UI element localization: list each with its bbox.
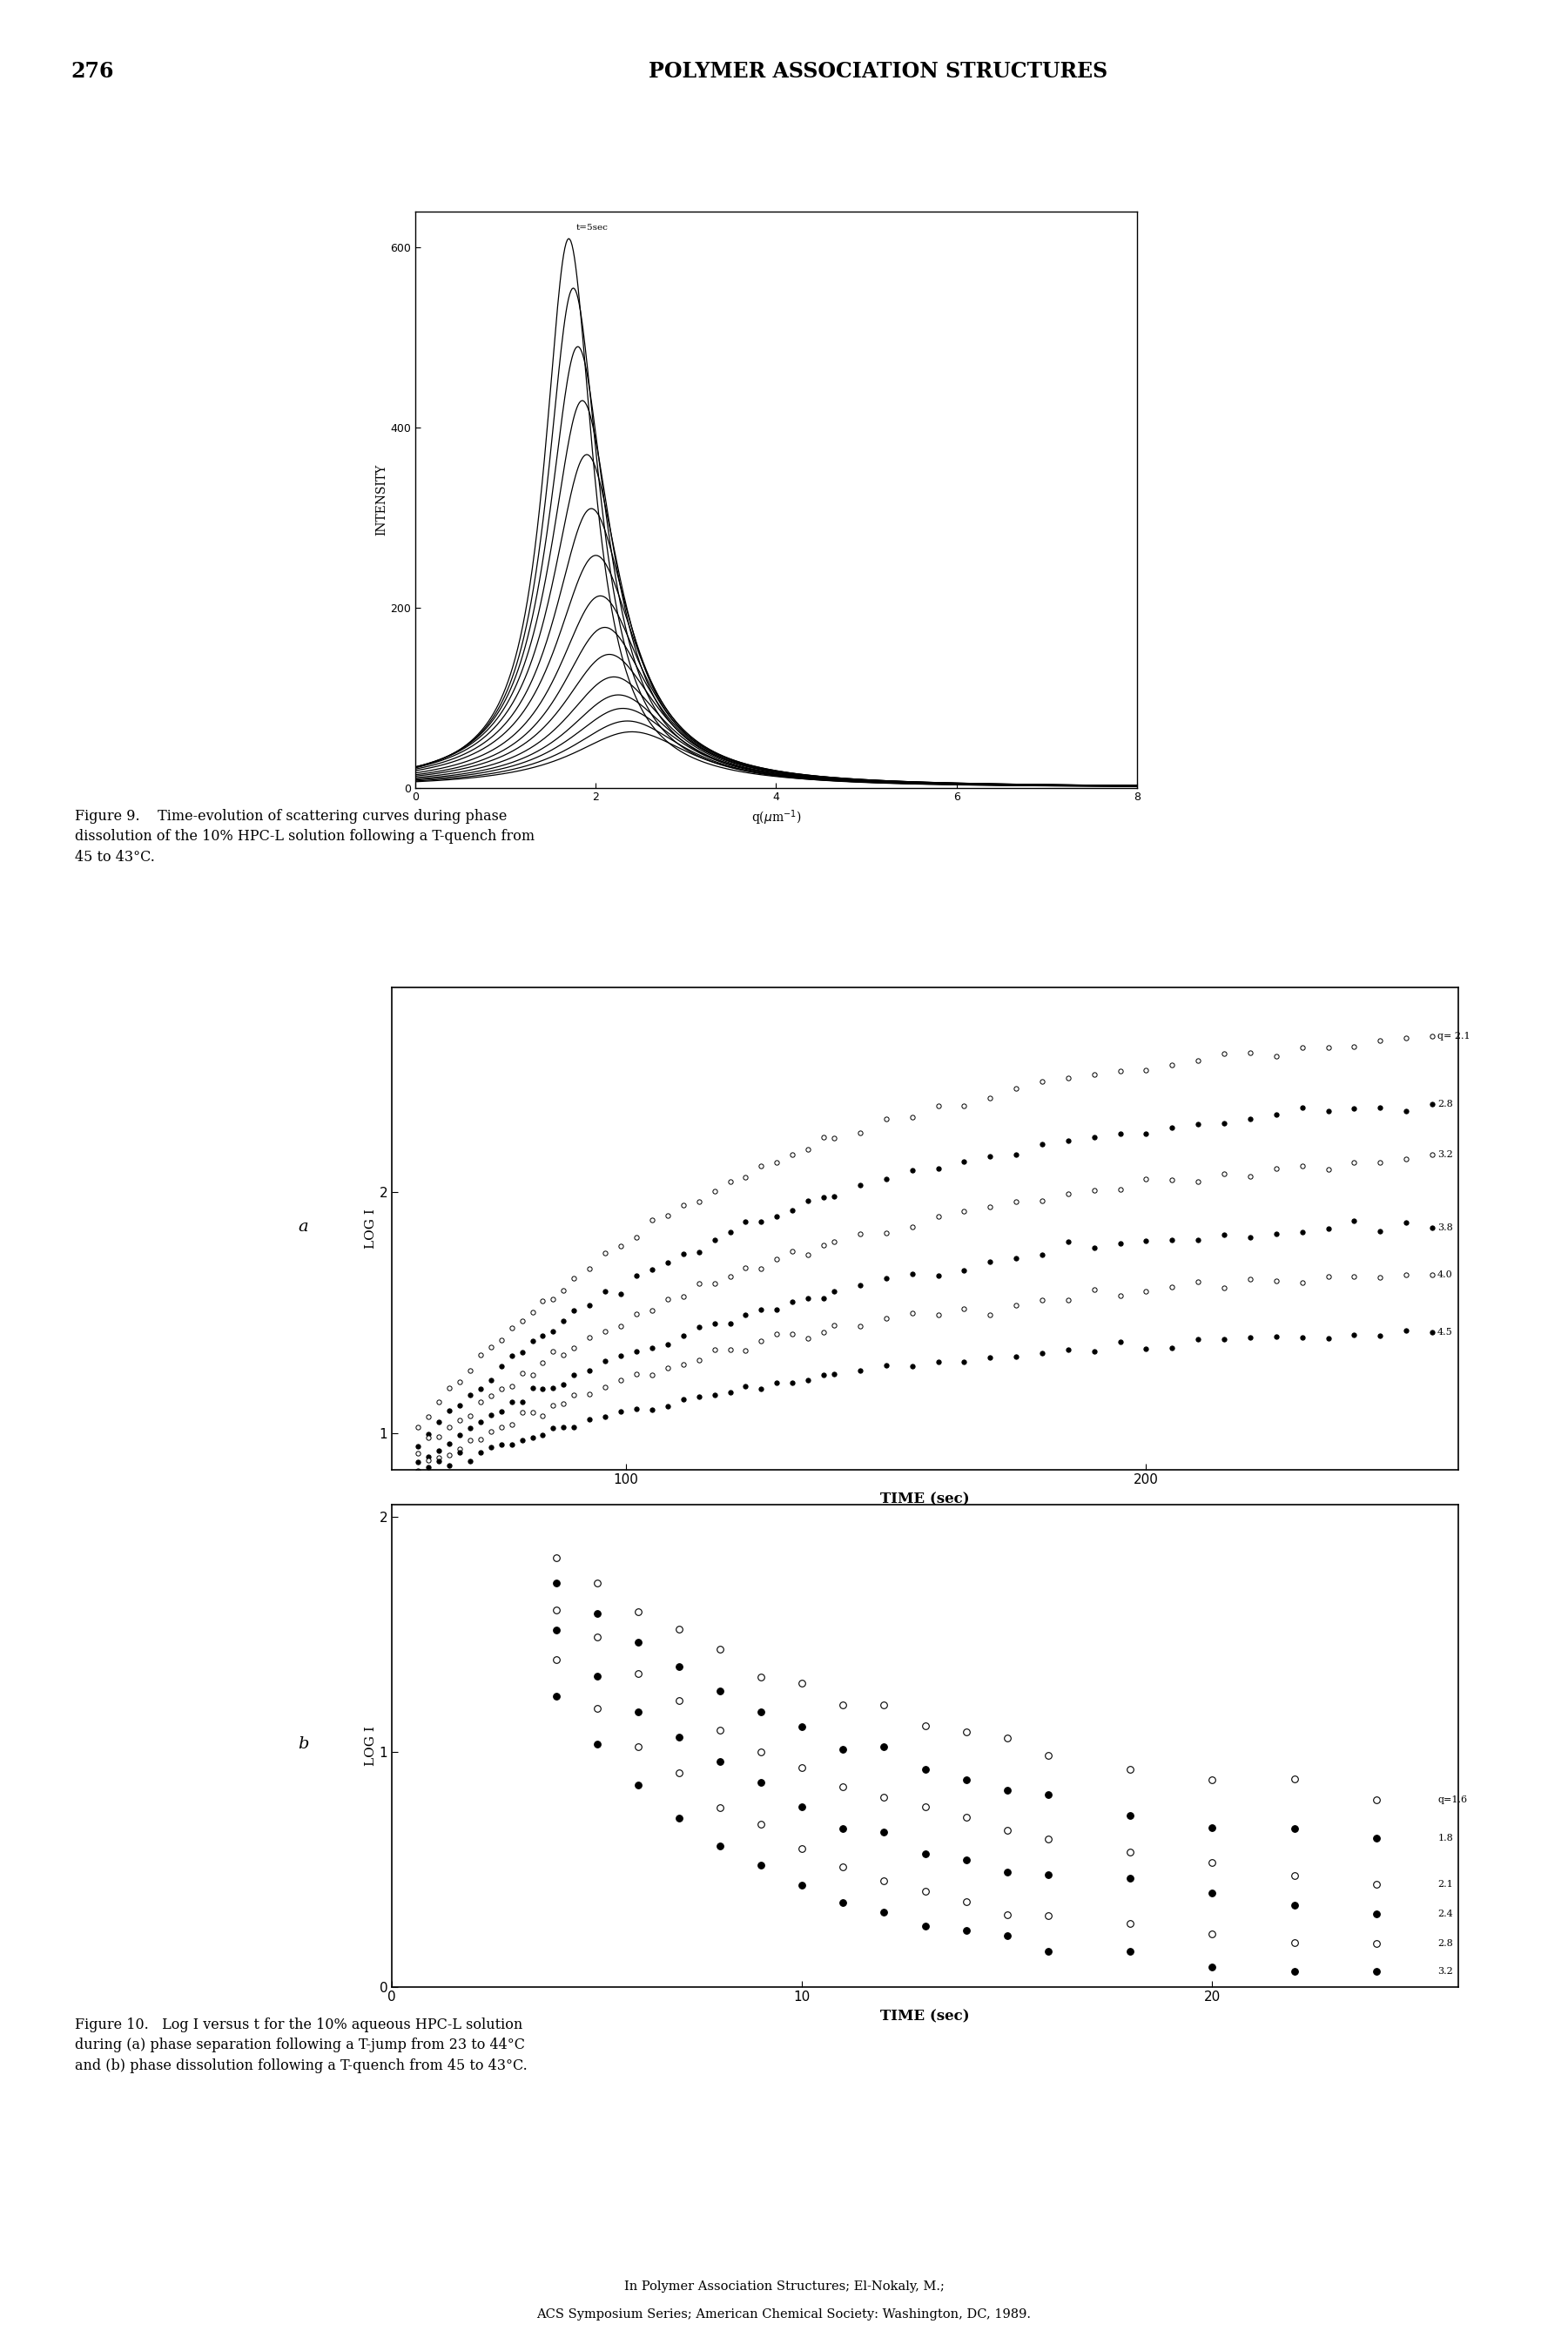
Text: q= 2.1: q= 2.1 — [1438, 1032, 1471, 1041]
X-axis label: q($\mu$m$^{-1}$): q($\mu$m$^{-1}$) — [751, 809, 801, 828]
Y-axis label: LOG I: LOG I — [365, 1726, 376, 1766]
Text: a: a — [298, 1220, 307, 1234]
Text: 3.2: 3.2 — [1438, 1968, 1454, 1975]
Text: 1.8: 1.8 — [1438, 1834, 1454, 1843]
Text: ACS Symposium Series; American Chemical Society: Washington, DC, 1989.: ACS Symposium Series; American Chemical … — [536, 2309, 1032, 2320]
Text: 3.2: 3.2 — [1438, 1150, 1454, 1159]
X-axis label: TIME (sec): TIME (sec) — [881, 2008, 969, 2024]
Text: 276: 276 — [71, 61, 113, 82]
Y-axis label: INTENSITY: INTENSITY — [376, 463, 389, 536]
Text: 2.8: 2.8 — [1438, 1940, 1454, 1947]
Text: 3.8: 3.8 — [1438, 1223, 1454, 1232]
Text: 2.4: 2.4 — [1438, 1909, 1454, 1918]
Text: POLYMER ASSOCIATION STRUCTURES: POLYMER ASSOCIATION STRUCTURES — [649, 61, 1107, 82]
Y-axis label: LOG I: LOG I — [365, 1208, 376, 1248]
Text: Figure 10.   Log I versus t for the 10% aqueous HPC-L solution
during (a) phase : Figure 10. Log I versus t for the 10% aq… — [75, 2017, 528, 2074]
Text: 2.1: 2.1 — [1438, 1881, 1454, 1888]
Text: b: b — [298, 1737, 309, 1751]
Text: 4.0: 4.0 — [1438, 1270, 1454, 1279]
Text: 2.8: 2.8 — [1438, 1100, 1454, 1110]
Text: q=1.6: q=1.6 — [1438, 1796, 1468, 1803]
Text: 4.5: 4.5 — [1438, 1328, 1454, 1338]
Text: t=5sec: t=5sec — [575, 223, 608, 230]
X-axis label: TIME (sec): TIME (sec) — [881, 1491, 969, 1507]
Text: In Polymer Association Structures; El-Nokaly, M.;: In Polymer Association Structures; El-No… — [624, 2280, 944, 2292]
Text: Figure 9.    Time-evolution of scattering curves during phase
dissolution of the: Figure 9. Time-evolution of scattering c… — [75, 809, 535, 865]
